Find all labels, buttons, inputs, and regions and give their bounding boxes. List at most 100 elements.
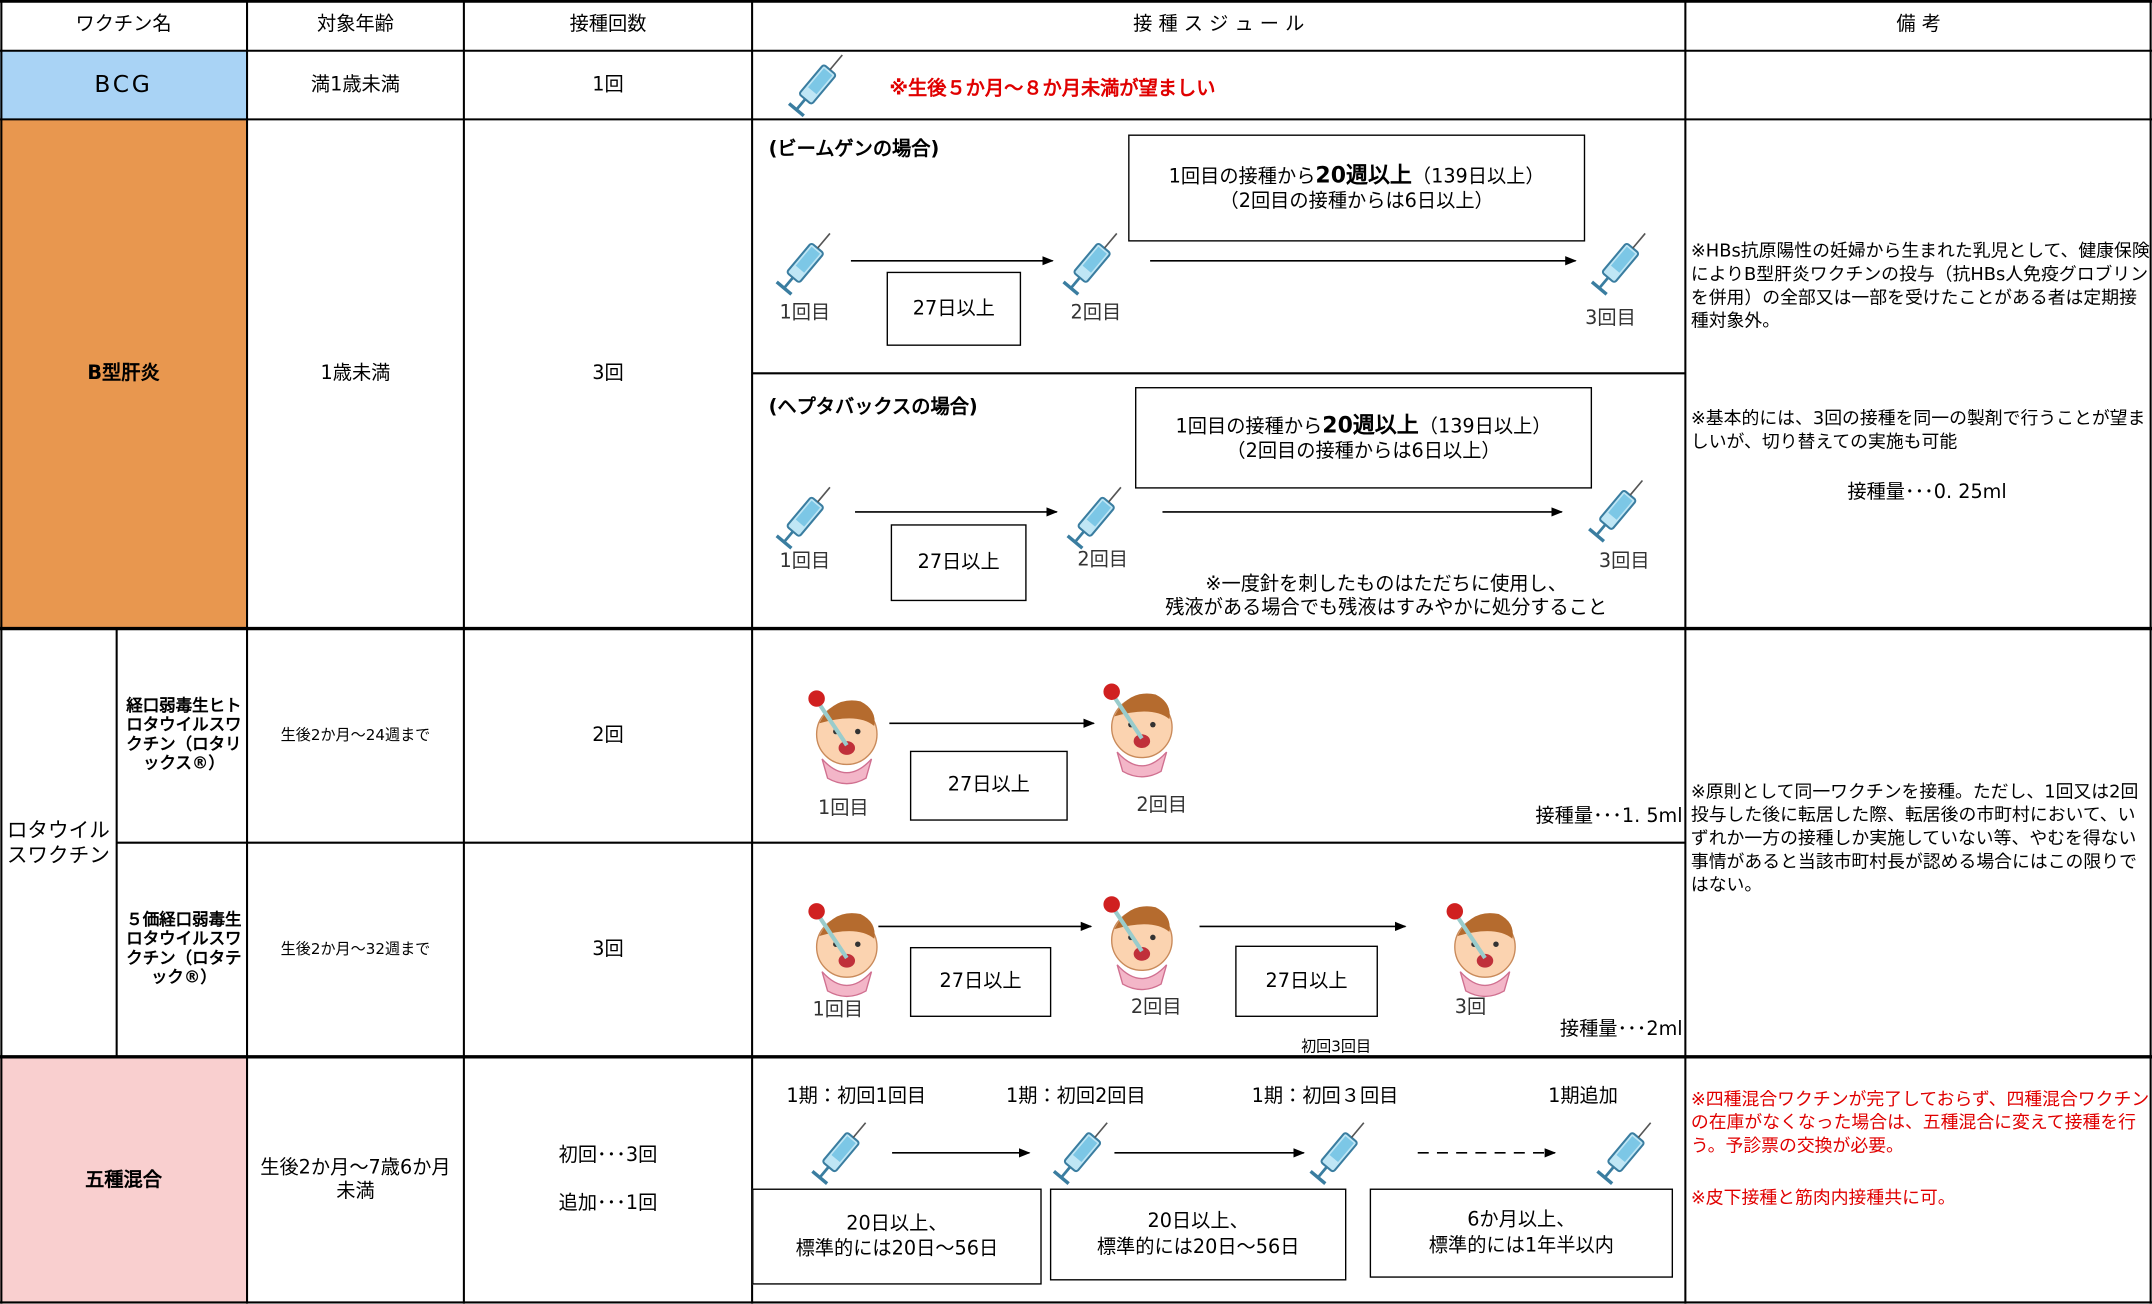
- baby-mouth: [1133, 734, 1151, 748]
- text: 27日以上: [912, 297, 995, 320]
- stage: 1期：初回2回目: [1006, 1085, 1146, 1108]
- age: 生後2か月～7歳6か月未満: [260, 1157, 451, 1203]
- plan-title: (ヘプタバックスの場合): [768, 396, 978, 419]
- text: 27日以上: [1265, 970, 1348, 993]
- syringe-plunger: [783, 276, 794, 289]
- gap-box: 27日以上: [909, 946, 1052, 1017]
- syringe-plunger: [783, 530, 794, 543]
- baby-hair: [1114, 693, 1170, 720]
- vaccine-subname: 経口弱毒生ヒトロタウイルスワクチン（ロタリックス®）: [126, 696, 242, 773]
- syringe-needle: [1637, 1122, 1652, 1139]
- dropper: [817, 702, 849, 747]
- baby-bib: [1116, 964, 1168, 991]
- text: 27日以上: [947, 774, 1030, 797]
- text: 1回目の接種から: [1168, 165, 1316, 188]
- syringe-plunger: [1069, 276, 1081, 289]
- count: 初回･･･3回 追加･･･1回: [464, 1057, 752, 1304]
- remark: ※皮下接種と筋肉内接種共に可。: [1690, 1188, 1956, 1210]
- dose-label: 2回目: [1070, 301, 1122, 324]
- dropper: [817, 915, 849, 960]
- vaccine-name: B型肝炎: [87, 362, 160, 385]
- dropper-bulb: [1103, 683, 1120, 700]
- syringe-liquid: [808, 68, 833, 95]
- text: ※一度針を刺したものはただちに使用し、: [1205, 573, 1567, 596]
- count: 2回: [592, 724, 624, 747]
- dose-label: 1回目: [779, 550, 831, 573]
- syringe-needle: [829, 54, 843, 71]
- baby-eye: [1493, 941, 1499, 947]
- text: 20週以上: [1322, 411, 1419, 438]
- syringe-grip: [775, 280, 793, 296]
- syringe-plunger: [818, 1166, 830, 1179]
- dropper: [1112, 696, 1144, 740]
- baby-eye: [855, 728, 861, 735]
- syringe-needle: [816, 232, 831, 249]
- dose-label: 2回目: [1077, 548, 1129, 571]
- baby-icon: [1446, 903, 1516, 998]
- header-cell: ワクチン名: [75, 13, 172, 36]
- count: 1回: [592, 73, 624, 96]
- gap-box: 27日以上: [886, 271, 1022, 346]
- syringe-needle: [1350, 1122, 1365, 1139]
- dropper-bulb: [1446, 903, 1464, 920]
- syringe-grip: [1588, 527, 1606, 543]
- dropper-bulb: [808, 690, 825, 707]
- syringe-plunger: [1316, 1166, 1328, 1179]
- syringe-grip: [1596, 1169, 1614, 1185]
- dose-amount: 接種量･･･0. 25ml: [1847, 481, 2007, 504]
- age: 1歳未満: [320, 362, 391, 385]
- syringe-liquid: [831, 1136, 856, 1163]
- syringe-needle: [1094, 1122, 1108, 1139]
- baby-hair: [819, 700, 875, 727]
- text: 標準的には1年半以内: [1428, 1234, 1614, 1257]
- text: 残液がある場合でも残液はすみやかに処分すること: [1165, 597, 1608, 619]
- plan-title: (ビームゲンの場合): [768, 138, 940, 161]
- remark: ※四種混合ワクチンが完了しておらず、四種混合ワクチンの在庫がなくなった場合は、五…: [1690, 1089, 2150, 1157]
- dose-label: 1回目: [817, 797, 869, 820]
- syringe-liquid: [1608, 493, 1633, 520]
- syringe-icon: [1590, 232, 1646, 296]
- text: 6か月以上、: [1467, 1209, 1576, 1232]
- baby-hair: [1114, 906, 1170, 932]
- syringe-liquid: [1329, 1136, 1354, 1163]
- syringe-icon: [1062, 232, 1118, 296]
- syringe-liquid: [1610, 246, 1636, 273]
- syringe-icon: [1066, 486, 1122, 550]
- dropper: [1455, 915, 1487, 960]
- text: 20日以上、: [1147, 1210, 1249, 1233]
- dose-label: 3回: [1454, 996, 1487, 1019]
- baby-bib: [821, 971, 873, 998]
- gap-box: 27日以上: [1235, 945, 1378, 1017]
- syringe-needle: [1107, 486, 1122, 503]
- syringe-icon: [1596, 1122, 1652, 1185]
- baby-hair: [819, 913, 875, 939]
- stage: 1期追加: [1548, 1085, 1619, 1108]
- gap-box: 27日以上: [909, 750, 1068, 821]
- baby-mouth: [838, 741, 856, 755]
- header-cell: 接種回数: [569, 13, 647, 36]
- remark: ※原則として同一ワクチンを接種。ただし、1回又は2回投与した後に転居した際、転居…: [1690, 782, 2139, 896]
- age: 生後2か月～24週まで: [280, 726, 431, 745]
- header-cell: 備 考: [1896, 13, 1941, 36]
- count: 3回: [592, 362, 624, 385]
- text: 標準的には20日～56日: [795, 1237, 999, 1260]
- baby-mouth: [1133, 946, 1151, 961]
- note: ※一度針を刺したものはただちに使用し、 残液がある場合でも残液はすみやかに処分する…: [1043, 571, 1729, 623]
- syringe-plunger: [1073, 530, 1085, 543]
- syringe-liquid: [1086, 500, 1111, 527]
- syringe-icon: [775, 486, 831, 550]
- baby-hair: [1457, 913, 1513, 939]
- dose-label: 3回目: [1598, 550, 1650, 573]
- text: 20日以上、: [846, 1212, 948, 1235]
- baby-eye: [1150, 934, 1156, 941]
- five-bg: [0, 1056, 248, 1304]
- baby-bib: [1459, 971, 1511, 998]
- dose-label: 2回目: [1130, 996, 1182, 1019]
- vaccine-name: ロタウイルスワクチン: [6, 817, 110, 868]
- syringe-icon: [787, 54, 843, 118]
- syringe-grip: [1066, 534, 1084, 550]
- syringe-icon: [1588, 479, 1644, 543]
- note: ※生後５か月～８か月未満が望ましい: [889, 78, 1216, 101]
- syringe-plunger: [795, 98, 807, 111]
- remark: ※基本的には、3回の接種を同一の製剤で行うことが望ましいが、切り替えての実施も可…: [1690, 408, 2146, 453]
